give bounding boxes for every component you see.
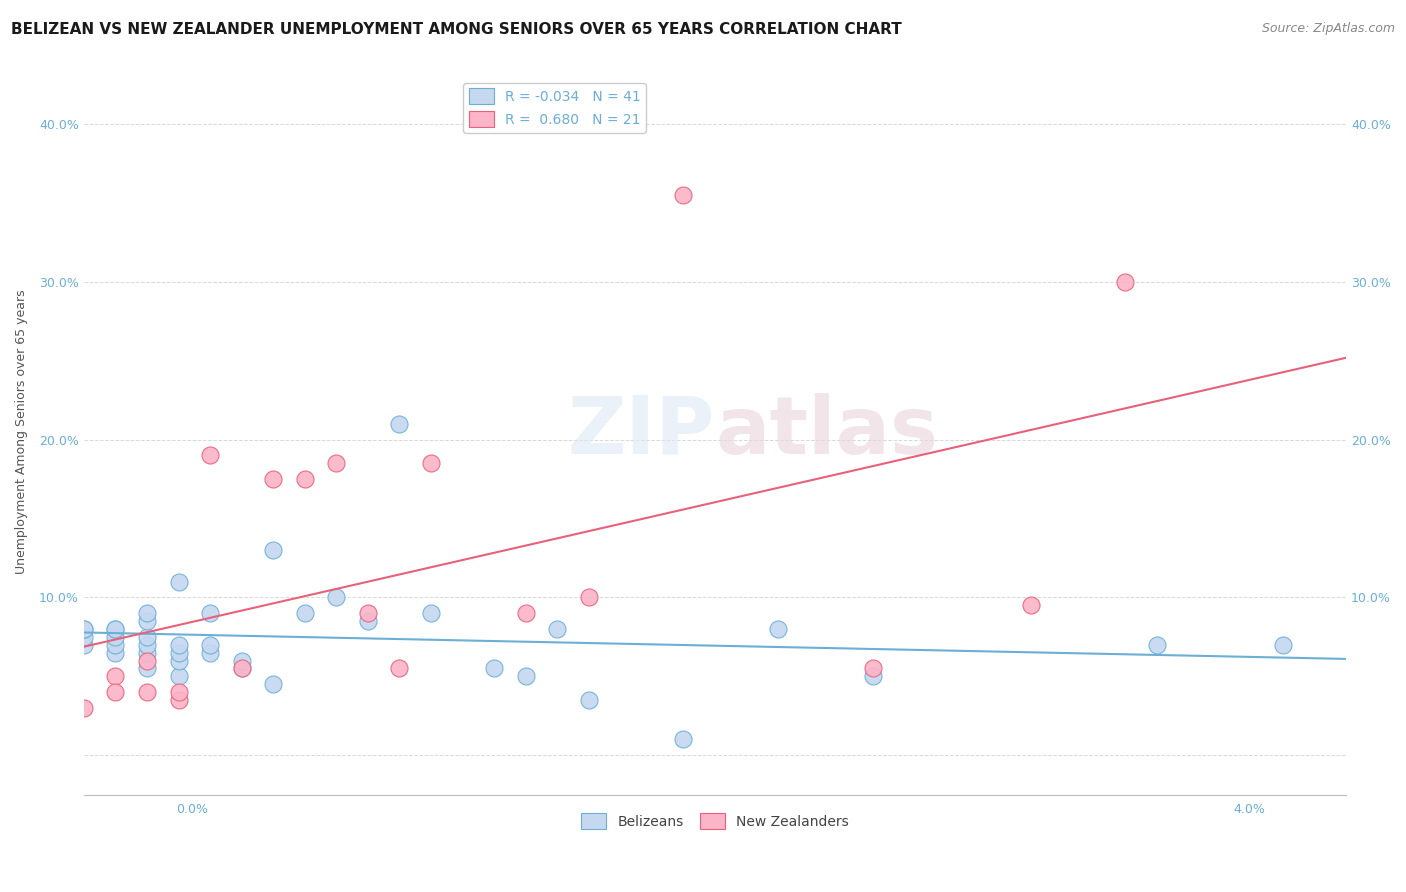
- Point: [325, 591, 347, 605]
- Point: [862, 661, 884, 675]
- Point: [231, 661, 253, 675]
- Point: [73, 701, 96, 715]
- Point: [198, 448, 221, 462]
- Point: [262, 543, 284, 558]
- Point: [294, 472, 316, 486]
- Point: [262, 472, 284, 486]
- Point: [357, 606, 380, 620]
- Point: [420, 456, 443, 470]
- Text: BELIZEAN VS NEW ZEALANDER UNEMPLOYMENT AMONG SENIORS OVER 65 YEARS CORRELATION C: BELIZEAN VS NEW ZEALANDER UNEMPLOYMENT A…: [11, 22, 903, 37]
- Point: [515, 669, 537, 683]
- Point: [672, 732, 695, 747]
- Point: [231, 653, 253, 667]
- Point: [73, 638, 96, 652]
- Point: [262, 677, 284, 691]
- Point: [198, 638, 221, 652]
- Point: [136, 606, 159, 620]
- Text: 4.0%: 4.0%: [1233, 803, 1265, 816]
- Point: [672, 187, 695, 202]
- Legend: Belizeans, New Zealanders: Belizeans, New Zealanders: [575, 808, 855, 835]
- Point: [136, 646, 159, 660]
- Point: [104, 622, 127, 636]
- Point: [578, 693, 600, 707]
- Point: [1019, 599, 1042, 613]
- Point: [136, 630, 159, 644]
- Point: [104, 669, 127, 683]
- Point: [198, 646, 221, 660]
- Point: [104, 630, 127, 644]
- Point: [231, 661, 253, 675]
- Text: 0.0%: 0.0%: [176, 803, 208, 816]
- Text: atlas: atlas: [716, 392, 938, 471]
- Point: [482, 661, 505, 675]
- Point: [104, 638, 127, 652]
- Point: [136, 614, 159, 628]
- Point: [578, 591, 600, 605]
- Point: [136, 638, 159, 652]
- Point: [136, 661, 159, 675]
- Point: [73, 630, 96, 644]
- Point: [515, 606, 537, 620]
- Point: [167, 653, 190, 667]
- Point: [420, 606, 443, 620]
- Point: [1114, 275, 1136, 289]
- Y-axis label: Unemployment Among Seniors over 65 years: Unemployment Among Seniors over 65 years: [15, 289, 28, 574]
- Point: [1272, 638, 1295, 652]
- Point: [136, 653, 159, 667]
- Point: [388, 417, 411, 431]
- Point: [766, 622, 789, 636]
- Point: [1146, 638, 1168, 652]
- Point: [357, 614, 380, 628]
- Point: [104, 646, 127, 660]
- Point: [325, 456, 347, 470]
- Point: [167, 638, 190, 652]
- Point: [167, 646, 190, 660]
- Text: ZIP: ZIP: [568, 392, 716, 471]
- Point: [167, 669, 190, 683]
- Text: Source: ZipAtlas.com: Source: ZipAtlas.com: [1261, 22, 1395, 36]
- Point: [136, 685, 159, 699]
- Point: [546, 622, 568, 636]
- Point: [167, 574, 190, 589]
- Point: [73, 622, 96, 636]
- Point: [73, 622, 96, 636]
- Point: [862, 669, 884, 683]
- Point: [388, 661, 411, 675]
- Point: [104, 685, 127, 699]
- Point: [167, 685, 190, 699]
- Point: [294, 606, 316, 620]
- Point: [198, 606, 221, 620]
- Point: [104, 622, 127, 636]
- Point: [167, 693, 190, 707]
